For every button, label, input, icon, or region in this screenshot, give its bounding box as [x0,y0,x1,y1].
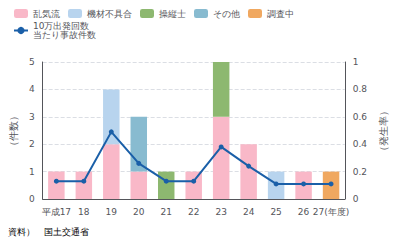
svg-text:0.6: 0.6 [353,112,368,122]
svg-text:26: 26 [298,207,310,217]
svg-text:0.8: 0.8 [353,84,368,94]
svg-text:10万出発回数: 10万出発回数 [33,21,90,31]
svg-text:0: 0 [29,194,35,204]
svg-text:21: 21 [161,207,172,217]
svg-text:乱気流: 乱気流 [33,9,60,19]
svg-text:19: 19 [106,207,118,217]
svg-text:（件数）: （件数） [8,111,19,151]
svg-text:23: 23 [215,207,226,217]
svg-text:0.2: 0.2 [353,167,367,177]
svg-text:操縦士: 操縦士 [159,9,186,19]
svg-text:平成17: 平成17 [42,207,71,217]
svg-text:0.4: 0.4 [353,139,368,149]
svg-text:24: 24 [243,207,255,217]
svg-text:0: 0 [353,194,359,204]
svg-text:1: 1 [29,167,35,177]
svg-text:機材不具合: 機材不具合 [87,9,132,19]
svg-text:（発生率）: （発生率） [378,106,389,156]
svg-text:25: 25 [270,207,281,217]
svg-text:20: 20 [133,207,145,217]
svg-text:1: 1 [353,57,359,67]
svg-text:3: 3 [29,112,35,122]
svg-text:18: 18 [78,207,90,217]
svg-text:27(年度): 27(年度) [313,207,349,217]
svg-text:資料） 国土交通省: 資料） 国土交通省 [8,227,89,237]
svg-text:調査中: 調査中 [267,9,294,19]
svg-text:2: 2 [29,139,35,149]
svg-text:4: 4 [29,84,35,94]
svg-text:5: 5 [29,57,35,67]
svg-text:当たり事故件数: 当たり事故件数 [33,30,96,40]
svg-text:その他: その他 [213,9,240,19]
svg-text:22: 22 [188,207,199,217]
